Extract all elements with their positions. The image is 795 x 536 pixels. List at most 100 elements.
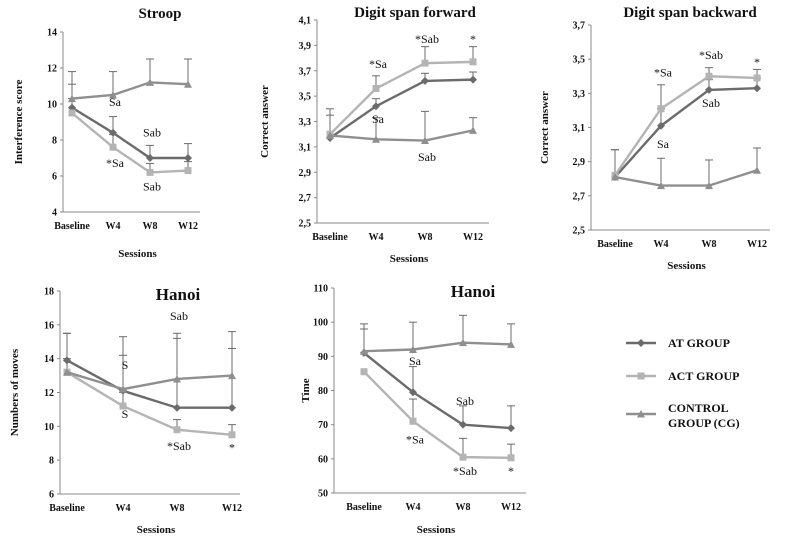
series-line bbox=[71, 106, 188, 160]
y-axis-label: Correct answer bbox=[259, 85, 271, 158]
y-tick-label: 8 bbox=[49, 456, 54, 467]
x-tick-label: W4 bbox=[106, 221, 121, 232]
significance-annotation: Sab bbox=[170, 309, 188, 323]
data-point bbox=[360, 347, 368, 355]
data-point bbox=[459, 453, 467, 461]
data-point bbox=[68, 94, 76, 103]
panel-digit-forward: Digit span forward 2,5 2,7 2,9 3,1 3,3 3,5 3,7 3… bbox=[259, 5, 489, 265]
significance-annotation: *Sa bbox=[369, 57, 388, 71]
data-point bbox=[228, 431, 236, 439]
significance-annotation: *Sa bbox=[406, 432, 425, 446]
x-axis-label: Sessions bbox=[417, 524, 456, 536]
series-line bbox=[614, 75, 758, 177]
series-line bbox=[71, 81, 189, 100]
data-point bbox=[409, 345, 417, 353]
data-point bbox=[657, 121, 665, 130]
data-point bbox=[372, 135, 380, 143]
panel-title: Digit span forward bbox=[354, 5, 476, 21]
x-tick-label: W4 bbox=[116, 503, 131, 514]
significance-annotation: Sab bbox=[143, 179, 161, 193]
x-axis-label: Sessions bbox=[667, 260, 706, 272]
series-line bbox=[66, 359, 232, 409]
y-tick-label: 6 bbox=[52, 172, 57, 183]
legend-label-line: CONTROL bbox=[668, 401, 729, 415]
panel-title: Stroop bbox=[138, 6, 181, 22]
y-tick-label: 2,9 bbox=[573, 157, 586, 168]
x-tick-label: Baseline bbox=[49, 503, 85, 514]
series-line bbox=[66, 371, 233, 391]
x-tick-label: W12 bbox=[222, 503, 242, 514]
y-tick-label: 110 bbox=[314, 284, 328, 295]
y-tick-label: 18 bbox=[44, 287, 54, 298]
y-tick-label: 3,7 bbox=[573, 21, 586, 32]
significance-annotation: S bbox=[122, 358, 129, 372]
series-line bbox=[66, 371, 233, 436]
x-axis-label: Sessions bbox=[118, 248, 157, 260]
y-tick-label: 4,1 bbox=[299, 16, 312, 27]
x-tick-label: W4 bbox=[654, 239, 669, 250]
data-point bbox=[63, 356, 71, 365]
y-tick-label: 2,5 bbox=[573, 226, 586, 237]
data-point bbox=[657, 181, 665, 190]
legend: AT GROUP ACT GROUP CONTROL GROUP (CG) bbox=[626, 336, 740, 430]
data-point bbox=[184, 154, 192, 162]
y-tick-label: 8 bbox=[52, 136, 57, 147]
panel-title: Hanoi bbox=[451, 282, 496, 301]
y-tick-label: 14 bbox=[47, 28, 57, 39]
y-tick-label: 3,1 bbox=[573, 123, 586, 134]
panel-title: Hanoi bbox=[156, 285, 201, 304]
data-point bbox=[184, 80, 192, 88]
data-point bbox=[507, 454, 515, 462]
legend-label: CONTROL GROUP (CG) bbox=[668, 401, 740, 430]
data-point bbox=[146, 78, 154, 86]
x-tick-label: Baseline bbox=[54, 221, 90, 232]
y-tick-label: 10 bbox=[44, 422, 54, 433]
data-point bbox=[753, 74, 761, 82]
y-tick-label: 3,3 bbox=[573, 89, 586, 100]
y-tick-label: 90 bbox=[318, 352, 328, 363]
x-tick-label: W4 bbox=[369, 232, 384, 243]
series-line bbox=[329, 129, 474, 142]
data-point bbox=[507, 424, 515, 433]
y-tick-label: 4 bbox=[52, 208, 57, 219]
significance-annotation: Sa bbox=[409, 354, 422, 368]
y-tick-label: 3,7 bbox=[299, 66, 312, 77]
data-point bbox=[372, 85, 380, 93]
data-point bbox=[146, 154, 154, 162]
series-line bbox=[329, 78, 474, 139]
data-point bbox=[109, 128, 117, 137]
x-tick-label: W8 bbox=[456, 502, 471, 513]
legend-label-line: GROUP (CG) bbox=[668, 416, 740, 430]
legend-swatch-marker bbox=[637, 410, 645, 418]
x-tick-label: W12 bbox=[178, 221, 198, 232]
series-line bbox=[614, 169, 758, 187]
panel-hanoi-time: Hanoi 50 60 70 80 90 100 110 Baseline W4 W8 W12 Sess… bbox=[300, 282, 526, 536]
y-tick-label: 50 bbox=[318, 489, 328, 500]
data-point bbox=[119, 385, 127, 393]
series-line bbox=[363, 370, 512, 460]
y-tick-label: 2,7 bbox=[299, 193, 312, 204]
significance-annotation: Sab bbox=[702, 96, 720, 110]
data-point bbox=[753, 84, 761, 93]
data-point bbox=[753, 166, 761, 174]
data-point bbox=[119, 402, 127, 410]
data-point bbox=[469, 75, 477, 84]
y-axis-label: Correct answer bbox=[539, 91, 551, 164]
data-point bbox=[184, 167, 192, 175]
significance-annotation: *Sa bbox=[106, 156, 125, 170]
significance-annotation: Sab bbox=[456, 394, 474, 408]
significance-annotation: * bbox=[229, 441, 235, 455]
data-point bbox=[360, 368, 368, 376]
significance-annotation: Sab bbox=[143, 125, 161, 139]
y-tick-label: 2,9 bbox=[299, 168, 312, 179]
data-point bbox=[228, 403, 236, 412]
y-tick-label: 2,7 bbox=[573, 191, 586, 202]
x-tick-label: Baseline bbox=[312, 232, 348, 243]
data-point bbox=[657, 105, 665, 113]
legend-label: ACT GROUP bbox=[668, 369, 739, 383]
data-point bbox=[109, 143, 117, 151]
x-tick-label: W12 bbox=[501, 502, 521, 513]
data-point bbox=[173, 426, 181, 434]
y-tick-label: 10 bbox=[47, 100, 57, 111]
